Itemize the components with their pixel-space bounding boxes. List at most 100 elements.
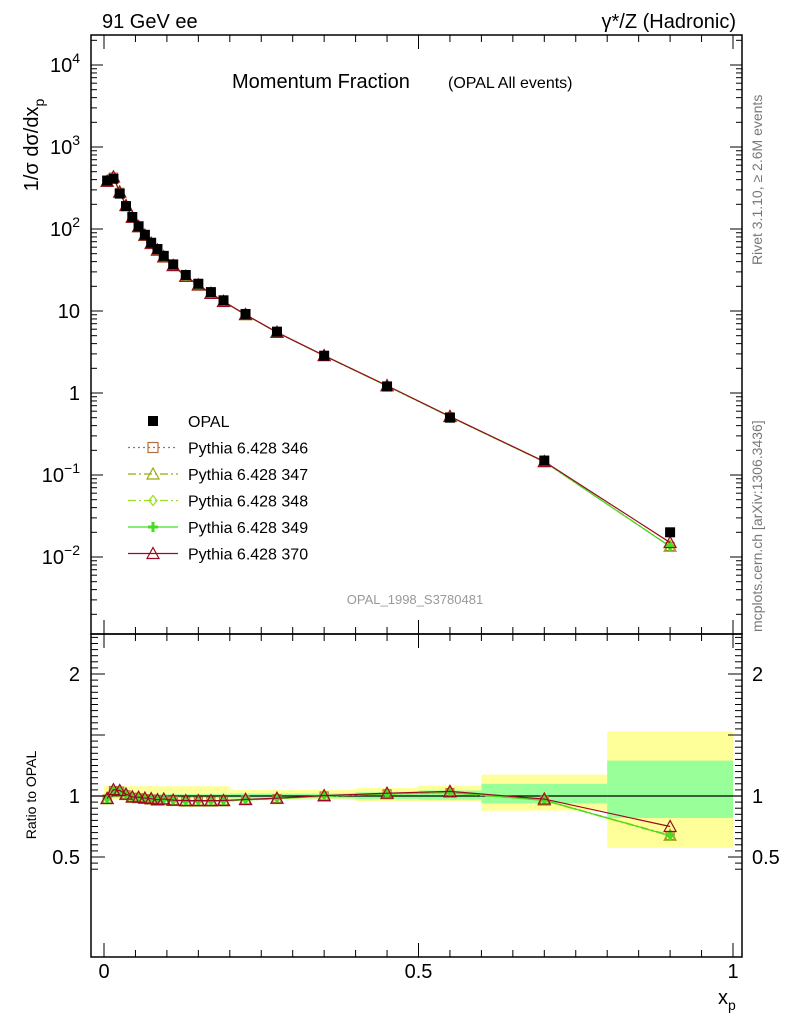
data-point-marker [445, 788, 454, 797]
data-point-marker [152, 244, 163, 255]
data-point-marker [666, 831, 675, 840]
main-y-tick-label: 10−1 [42, 460, 80, 487]
header-right: γ*/Z (Hadronic) [602, 11, 736, 33]
legend-entry: Pythia 6.428 348 [128, 494, 308, 511]
x-tick-label: 1 [727, 961, 738, 983]
analysis-id: OPAL_1998_S3780481 [347, 592, 483, 607]
legend-label: Pythia 6.428 370 [188, 547, 308, 564]
data-point-marker [106, 782, 121, 796]
mcplots-credit-text: mcplots.cern.ch [arXiv:1306.3436] [749, 420, 765, 632]
data-point-marker [166, 792, 181, 806]
data-point-marker [380, 785, 395, 799]
data-point-marker [148, 522, 158, 532]
data-point-marker [127, 212, 138, 223]
data-point-marker [144, 791, 159, 805]
data-point-marker [191, 793, 206, 807]
data-point-marker [537, 791, 552, 805]
data-point-marker [112, 783, 127, 797]
data-point-marker [444, 412, 455, 423]
data-point-marker [319, 350, 330, 361]
data-point-marker [539, 455, 550, 466]
data-point-marker [193, 278, 204, 289]
data-point-marker [114, 188, 125, 199]
data-point-marker [665, 527, 676, 538]
main-y-tick-label: 1 [69, 383, 80, 405]
main-series-line [106, 176, 671, 548]
data-point-marker [131, 789, 146, 803]
data-point-marker [146, 237, 157, 248]
data-point-marker [147, 441, 159, 454]
main-plot-frame [90, 34, 743, 635]
data-point-marker [156, 791, 171, 805]
header-left: 91 GeV ee [102, 11, 198, 33]
legend-entry: Pythia 6.428 349 [128, 520, 308, 537]
data-point-marker [238, 792, 253, 806]
data-point-marker [139, 229, 150, 240]
main-y-tick-label: 102 [50, 214, 80, 241]
ratio-band-inner [607, 760, 733, 818]
main-series-line [106, 175, 671, 544]
legend-label: Pythia 6.428 347 [188, 467, 308, 484]
main-y-tick-label: 103 [50, 132, 80, 159]
legend-entry: OPAL [148, 414, 230, 431]
data-point-marker [216, 793, 231, 807]
data-point-marker [102, 175, 113, 186]
ratio-y-tick-label: 0.5 [52, 847, 80, 869]
data-point-marker [103, 795, 112, 804]
data-point-marker [442, 784, 457, 797]
legend-entry: Pythia 6.428 346 [128, 441, 308, 458]
legend-entry: Pythia 6.428 370 [128, 546, 308, 564]
x-tick-label: 0.5 [405, 961, 433, 983]
data-point-marker [145, 466, 161, 480]
main-y-axis-label: 1/σ dσ/dxp [21, 99, 47, 192]
data-point-marker [133, 221, 144, 232]
data-point-marker [168, 259, 179, 270]
data-point-marker [121, 201, 132, 212]
main-y-tick-label: 10 [58, 301, 80, 323]
main-series-0 [102, 173, 676, 538]
data-point-marker [317, 788, 332, 802]
data-point-marker [205, 287, 216, 298]
data-point-marker [271, 326, 282, 337]
legend-label: OPAL [188, 414, 230, 431]
x-tick-label: 0 [98, 961, 109, 983]
legend-label: Pythia 6.428 346 [188, 441, 308, 458]
legend-label: Pythia 6.428 349 [188, 520, 308, 537]
data-point-marker [108, 173, 119, 184]
rivet-version-text: Rivet 3.1.10, ≥ 2.6M events [749, 95, 765, 265]
main-series-line [106, 176, 671, 547]
data-point-marker [148, 416, 158, 426]
data-point-marker [100, 791, 115, 805]
data-point-marker [203, 793, 218, 807]
data-point-marker [158, 250, 169, 261]
data-point-marker [666, 542, 675, 551]
data-point-marker [382, 381, 393, 392]
main-series-5 [100, 169, 678, 549]
main-y-tick-label: 10−2 [42, 542, 80, 569]
main-series-line [106, 176, 671, 548]
data-point-marker [663, 819, 678, 833]
ratio-series-4 [100, 782, 678, 833]
data-point-marker [180, 269, 191, 280]
legend-entry: Pythia 6.428 347 [128, 466, 308, 484]
data-point-marker [218, 295, 229, 306]
data-point-marker [540, 796, 549, 805]
data-point-marker [145, 546, 161, 560]
ratio-y-tick-label-right: 2 [752, 664, 763, 686]
x-axis-label: xp [718, 987, 736, 1013]
legend-label: Pythia 6.428 348 [188, 494, 308, 511]
ratio-y-tick-label: 1 [69, 786, 80, 808]
data-point-marker [240, 308, 251, 319]
data-point-marker [119, 786, 134, 800]
data-point-marker [178, 793, 193, 807]
ratio-y-axis-label: Ratio to OPAL [23, 751, 39, 840]
main-subtitle: (OPAL All events) [448, 75, 573, 92]
ratio-y-tick-label-right: 0.5 [752, 847, 780, 869]
data-point-marker [148, 494, 158, 507]
ratio-y-tick-label-right: 1 [752, 786, 763, 808]
main-series-line [106, 176, 671, 548]
data-point-marker [269, 790, 284, 804]
data-point-marker [663, 535, 678, 549]
ratio-y-tick-label: 2 [69, 664, 80, 686]
